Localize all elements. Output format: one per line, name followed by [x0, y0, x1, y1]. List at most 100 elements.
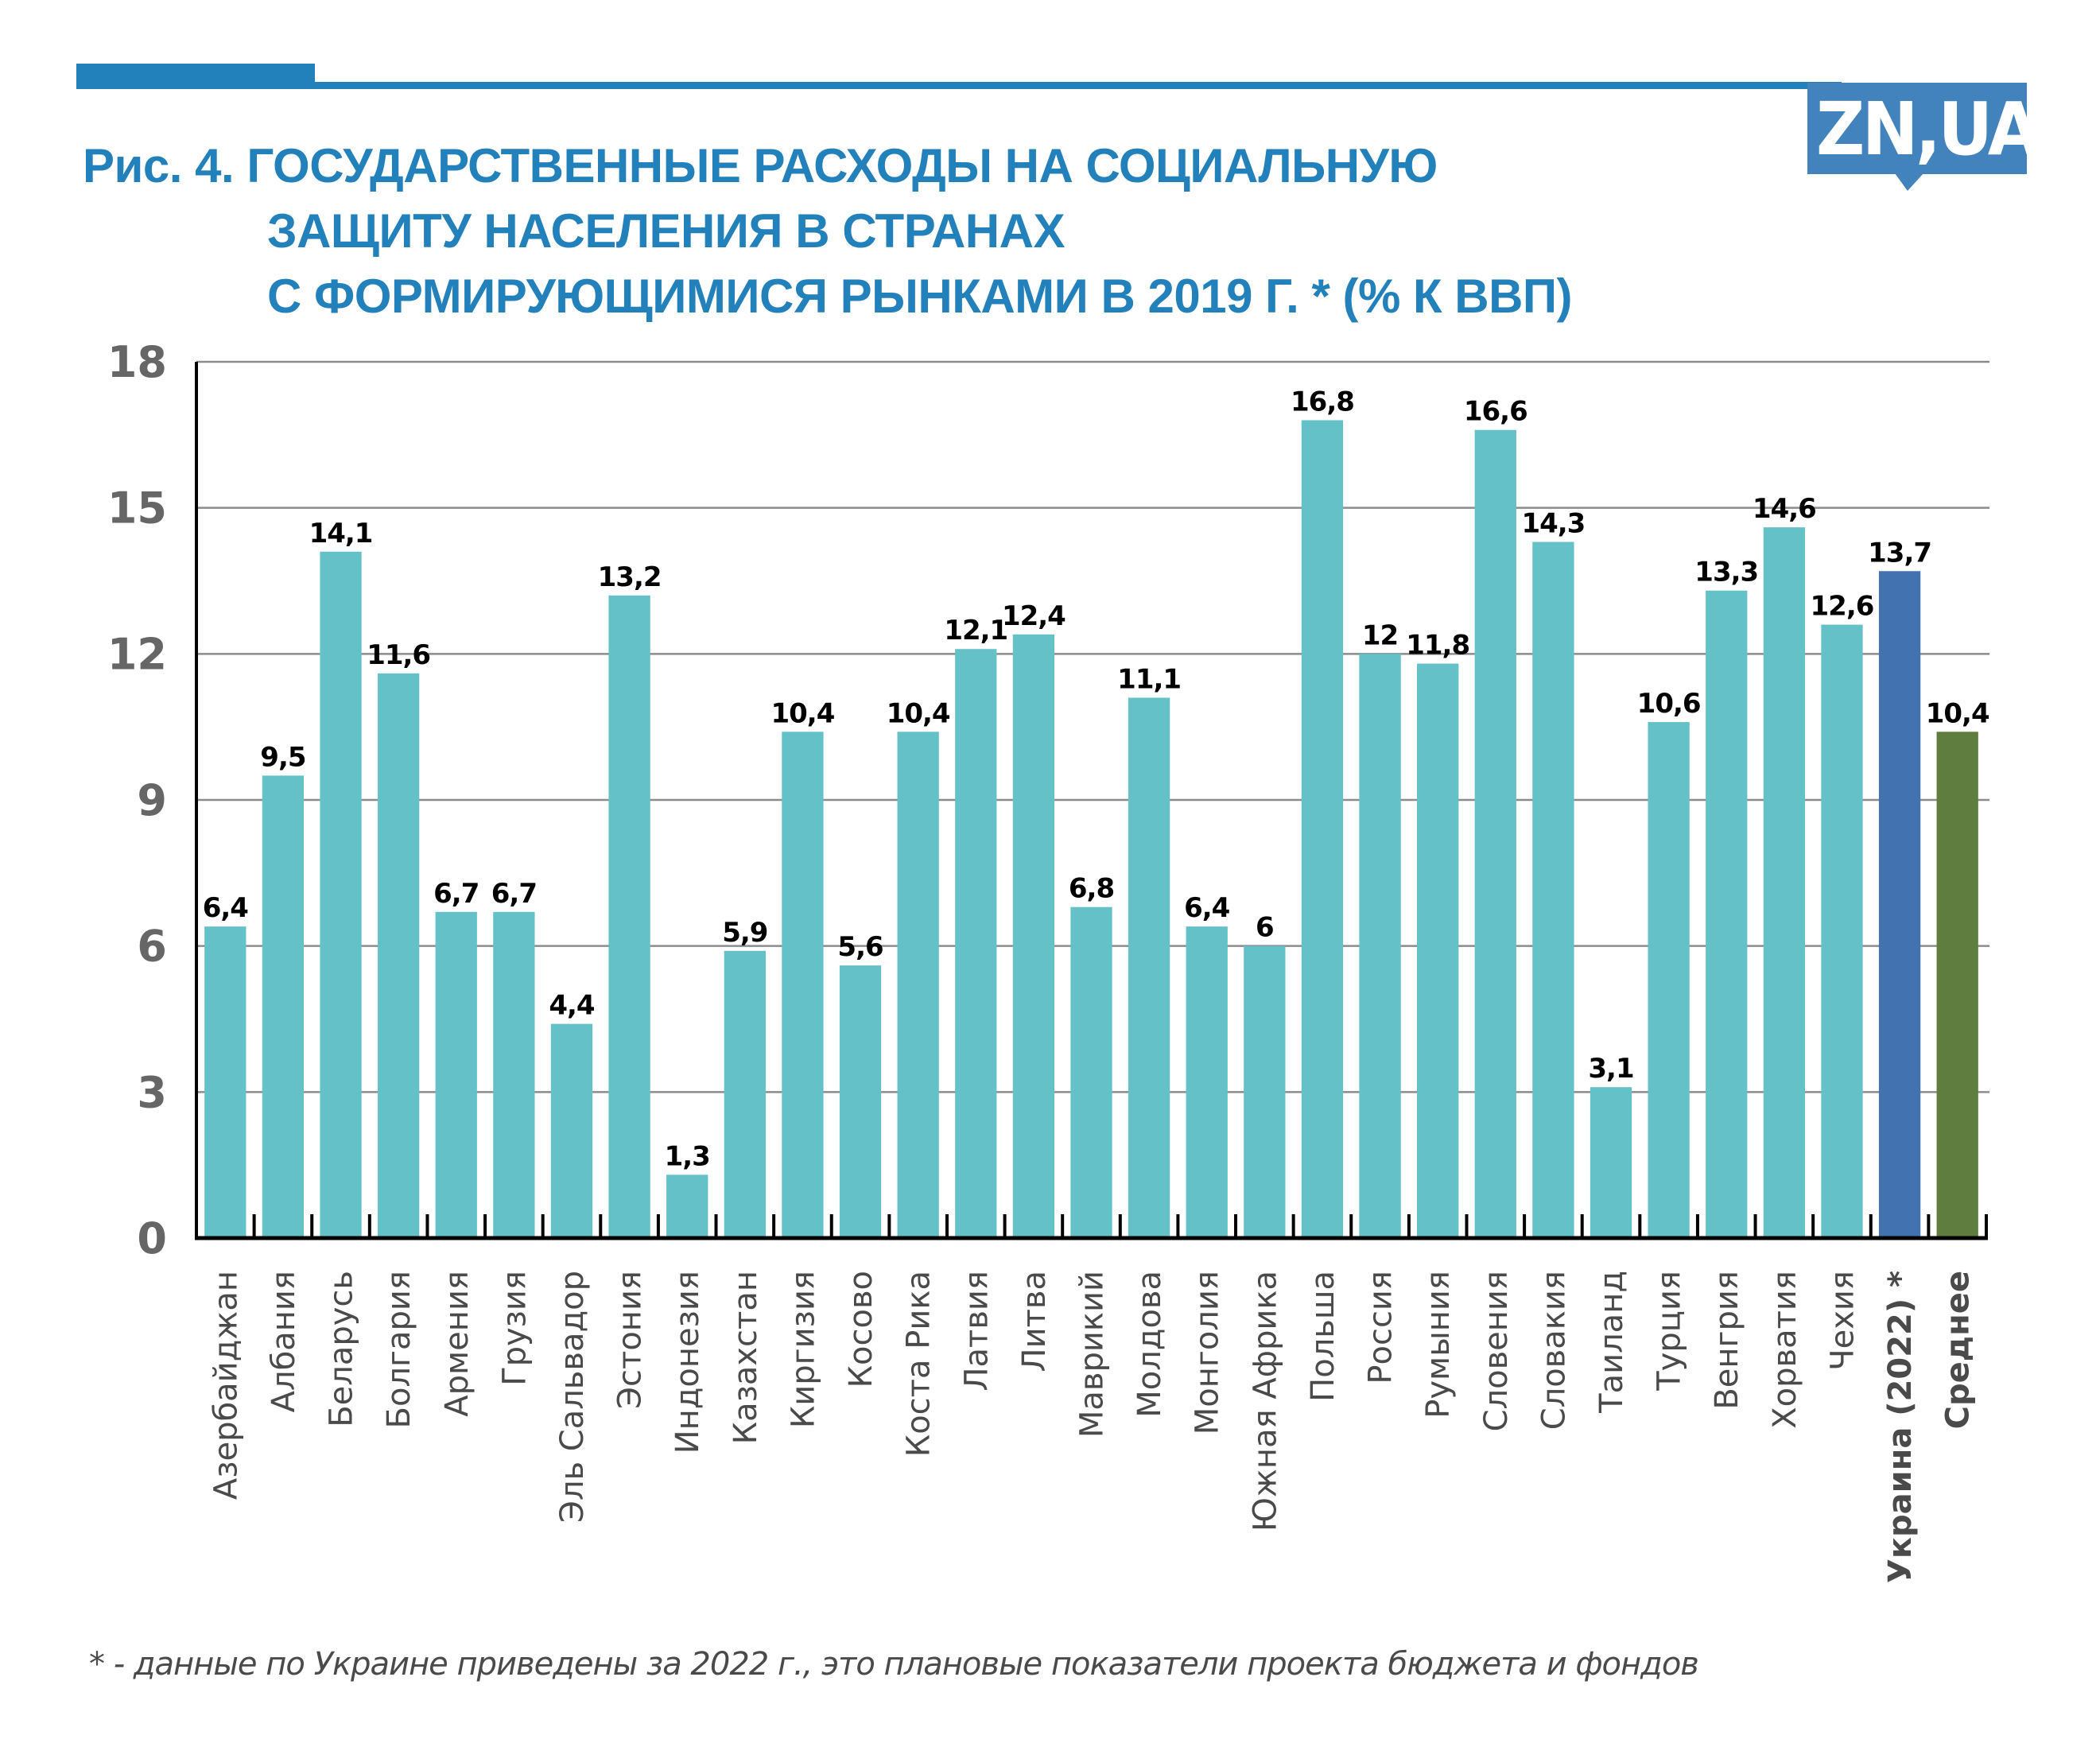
data-label: 6,4 — [203, 892, 249, 924]
data-label: 6,8 — [1069, 873, 1114, 905]
data-label: 6,7 — [491, 878, 537, 910]
data-label: 14,3 — [1521, 508, 1585, 540]
bar — [262, 775, 305, 1238]
data-label: 4,4 — [549, 990, 595, 1022]
chart-title: Рис. 4. ГОСУДАРСТВЕННЫЕ РАСХОДЫ НА СОЦИА… — [83, 134, 1573, 329]
bar — [550, 1023, 593, 1238]
data-label: 6,7 — [433, 878, 479, 910]
x-tick-label: Чехия — [1824, 1271, 1861, 1371]
data-labels: 6,4 9,5 14,1 11,6 6,7 6,7 4,4 13,2 1,3 5,9 10,4 5,6… — [203, 386, 1990, 1172]
data-label: 3,1 — [1588, 1053, 1633, 1085]
bar — [666, 1174, 708, 1238]
data-label: 9,5 — [260, 741, 305, 773]
header-rule — [76, 82, 1842, 89]
x-tick-label: Косово — [843, 1271, 879, 1388]
y-tick-label: 0 — [137, 1213, 167, 1264]
title-line-2: ЗАЩИТУ НАСЕЛЕНИЯ В СТРАНАХ — [267, 204, 1065, 258]
x-tick-label: Коста Рика — [901, 1271, 937, 1457]
bar — [1648, 722, 1690, 1238]
bar — [1012, 634, 1055, 1238]
bars — [204, 420, 1978, 1238]
bar — [782, 732, 824, 1238]
data-label: 14,1 — [309, 518, 373, 549]
x-tick-label: Таиланд — [1593, 1271, 1630, 1414]
data-label: 10,6 — [1637, 688, 1701, 720]
x-tick-label: Румыния — [1420, 1271, 1457, 1419]
bar — [378, 673, 420, 1238]
x-tick-label: Венгрия — [1709, 1271, 1745, 1410]
x-tick-label: Азербайджан — [208, 1271, 244, 1500]
x-tick-label: Россия — [1363, 1271, 1399, 1384]
y-tick-label: 12 — [107, 629, 167, 679]
bar — [435, 911, 477, 1238]
x-tick-label: Словакия — [1535, 1271, 1572, 1430]
title-line-3: С ФОРМИРУЮЩИМИСЯ РЫНКАМИ В 2019 Г. * (% … — [267, 270, 1573, 323]
bar — [1821, 624, 1863, 1238]
data-label: 10,4 — [1926, 697, 1989, 729]
bar — [1532, 542, 1574, 1238]
y-axis-ticks: 0 3 6 9 12 15 18 — [107, 337, 167, 1264]
footnote: * - данные по Украине приведены за 2022 … — [89, 1646, 1699, 1683]
logo-text: ZN,UA — [1816, 87, 2040, 172]
bar — [897, 732, 939, 1238]
data-label: 11,1 — [1117, 663, 1181, 695]
bar — [1936, 732, 1978, 1238]
data-label: 10,4 — [887, 697, 950, 729]
x-tick-label: Украина (2022) * — [1882, 1271, 1919, 1583]
x-tick-label: Албания — [266, 1271, 302, 1412]
x-tick-label: Латвия — [958, 1271, 995, 1392]
x-tick-label: Армения — [439, 1271, 476, 1417]
x-tick-label: Монголия — [1190, 1271, 1226, 1434]
x-tick-label: Литва — [1016, 1271, 1053, 1372]
data-label: 14,6 — [1753, 493, 1816, 525]
bar — [1763, 527, 1805, 1238]
x-axis-labels: Азербайджан Албания Беларусь Болгария Армени… — [208, 1271, 1976, 1583]
bar — [1417, 663, 1459, 1238]
bar — [1706, 590, 1748, 1238]
y-tick-label: 18 — [107, 337, 167, 387]
zn-ua-logo: ZN,UA — [1807, 83, 2040, 174]
y-tick-label: 9 — [137, 775, 167, 825]
x-tick-label: Эль Сальвадор — [554, 1271, 591, 1523]
data-label: 5,9 — [722, 917, 767, 949]
x-tick-label: Индонезия — [670, 1271, 706, 1454]
data-label: 5,6 — [837, 931, 883, 963]
data-label: 13,7 — [1868, 537, 1931, 569]
bar — [1359, 654, 1401, 1238]
data-label: 12,6 — [1811, 591, 1874, 623]
bar — [724, 950, 766, 1238]
logo-speech-tail-icon — [1895, 173, 1923, 191]
bar — [1244, 945, 1286, 1238]
bar — [1301, 420, 1344, 1238]
x-tick-label: Молдова — [1132, 1271, 1168, 1418]
bar — [1128, 697, 1170, 1238]
x-tick-label: Болгария — [381, 1271, 417, 1428]
y-tick-label: 3 — [137, 1067, 167, 1117]
data-label: 12,1 — [944, 615, 1007, 646]
x-tick-label: Хорватия — [1767, 1271, 1803, 1429]
x-tick-label: Казахстан — [728, 1271, 764, 1444]
bar — [955, 649, 997, 1238]
data-label: 12 — [1362, 619, 1398, 651]
bar — [1186, 926, 1228, 1238]
y-tick-label: 6 — [137, 922, 167, 972]
axes — [195, 362, 1988, 1240]
x-tick-label: Киргизия — [785, 1271, 821, 1428]
x-tick-label: Беларусь — [324, 1271, 360, 1427]
x-tick-label: Польша — [1305, 1271, 1341, 1402]
data-label: 12,4 — [1002, 600, 1066, 632]
data-label: 6,4 — [1184, 892, 1230, 924]
x-tick-label: Грузия — [496, 1271, 533, 1386]
x-tick-label: Южная Африка — [1247, 1271, 1283, 1531]
data-label: 10,4 — [771, 697, 834, 729]
bar — [493, 911, 535, 1238]
data-label: 6 — [1256, 912, 1274, 944]
data-label: 16,8 — [1291, 386, 1354, 417]
data-label: 11,8 — [1406, 630, 1469, 662]
bar — [320, 551, 362, 1238]
x-tick-label: Турция — [1652, 1271, 1688, 1392]
data-label: 11,6 — [367, 639, 430, 671]
bar — [204, 926, 246, 1238]
x-tick-label: Маврикий — [1074, 1271, 1111, 1438]
